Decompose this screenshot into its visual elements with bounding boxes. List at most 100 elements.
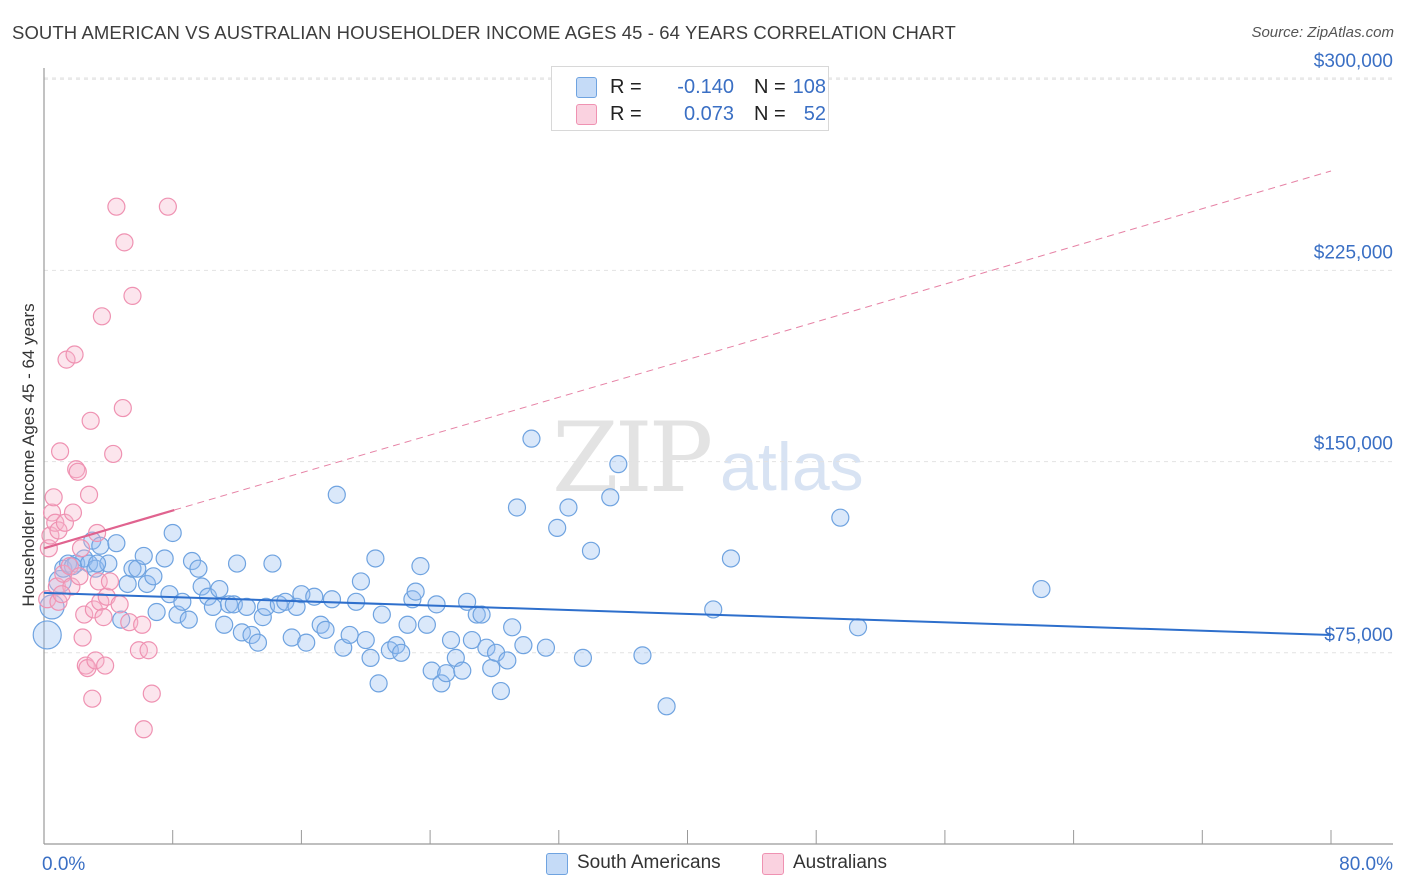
point-australians[interactable] bbox=[71, 539, 91, 558]
point-south-americans[interactable] bbox=[346, 592, 366, 611]
point-south-americans[interactable] bbox=[609, 455, 628, 474]
point-south-americans[interactable] bbox=[462, 630, 482, 650]
point-south-americans[interactable] bbox=[633, 646, 652, 665]
point-south-americans[interactable] bbox=[327, 485, 346, 504]
point-australians[interactable] bbox=[86, 651, 105, 670]
point-south-americans[interactable] bbox=[848, 618, 868, 637]
point-south-americans[interactable] bbox=[411, 557, 430, 576]
point-south-americans[interactable] bbox=[491, 681, 510, 701]
point-australians[interactable] bbox=[158, 197, 177, 216]
point-south-americans[interactable] bbox=[406, 582, 425, 601]
point-south-americans[interactable] bbox=[123, 559, 142, 578]
point-south-americans[interactable] bbox=[498, 651, 517, 670]
point-south-americans[interactable] bbox=[601, 488, 620, 507]
point-south-americans[interactable] bbox=[155, 549, 174, 568]
point-south-americans[interactable] bbox=[237, 597, 256, 617]
point-south-americans[interactable] bbox=[503, 618, 522, 637]
point-australians[interactable] bbox=[79, 485, 99, 504]
point-south-americans[interactable] bbox=[144, 567, 163, 586]
point-australians[interactable] bbox=[63, 503, 83, 522]
point-south-americans[interactable] bbox=[351, 572, 371, 591]
point-australians[interactable] bbox=[110, 595, 129, 614]
point-south-americans[interactable] bbox=[453, 661, 472, 680]
point-south-americans[interactable] bbox=[87, 554, 107, 573]
point-australians[interactable] bbox=[96, 656, 115, 675]
point-south-americans[interactable] bbox=[398, 615, 417, 634]
point-south-americans[interactable] bbox=[657, 697, 676, 716]
point-australians[interactable] bbox=[115, 233, 134, 252]
point-south-americans[interactable] bbox=[227, 554, 247, 573]
point-australians[interactable] bbox=[123, 286, 142, 305]
point-australians[interactable] bbox=[68, 462, 87, 481]
point-south-americans[interactable] bbox=[356, 630, 375, 650]
point-south-americans[interactable] bbox=[322, 590, 342, 609]
point-south-americans[interactable] bbox=[316, 620, 335, 639]
point-australians[interactable] bbox=[75, 605, 94, 624]
point-australians[interactable] bbox=[142, 684, 161, 703]
point-south-americans[interactable] bbox=[282, 628, 301, 647]
point-south-americans[interactable] bbox=[422, 661, 441, 680]
point-south-americans[interactable] bbox=[417, 615, 436, 634]
point-australians[interactable] bbox=[129, 641, 149, 660]
point-south-americans[interactable] bbox=[536, 638, 556, 657]
point-australians[interactable] bbox=[65, 345, 84, 364]
point-australians[interactable] bbox=[50, 442, 70, 461]
point-south-americans[interactable] bbox=[437, 664, 456, 683]
point-south-americans[interactable] bbox=[441, 630, 461, 650]
point-south-americans[interactable] bbox=[1032, 579, 1051, 599]
point-south-americans[interactable] bbox=[340, 625, 359, 645]
point-south-americans[interactable] bbox=[253, 608, 272, 627]
point-south-americans[interactable] bbox=[192, 577, 211, 596]
point-australians[interactable] bbox=[139, 641, 158, 660]
point-south-americans[interactable] bbox=[361, 648, 380, 667]
point-south-americans[interactable] bbox=[573, 648, 593, 667]
point-south-americans[interactable] bbox=[215, 615, 234, 634]
point-south-americans[interactable] bbox=[427, 595, 446, 614]
point-south-americans[interactable] bbox=[507, 498, 527, 517]
point-south-americans[interactable] bbox=[32, 620, 62, 650]
point-south-americans[interactable] bbox=[134, 546, 153, 566]
point-australians[interactable] bbox=[73, 628, 92, 647]
point-south-americans[interactable] bbox=[482, 658, 501, 678]
point-south-americans[interactable] bbox=[548, 518, 567, 537]
point-australians[interactable] bbox=[100, 572, 120, 591]
point-south-americans[interactable] bbox=[107, 534, 126, 553]
point-south-americans[interactable] bbox=[203, 597, 223, 617]
point-south-americans[interactable] bbox=[311, 615, 330, 634]
point-south-americans[interactable] bbox=[366, 549, 385, 568]
point-south-americans[interactable] bbox=[179, 610, 198, 629]
point-south-americans[interactable] bbox=[559, 498, 578, 517]
point-south-americans[interactable] bbox=[163, 523, 182, 543]
point-south-americans[interactable] bbox=[581, 541, 601, 560]
point-australians[interactable] bbox=[42, 503, 62, 522]
point-south-americans[interactable] bbox=[372, 605, 391, 624]
point-south-americans[interactable] bbox=[831, 508, 850, 527]
point-south-americans[interactable] bbox=[392, 643, 411, 662]
point-australians[interactable] bbox=[92, 307, 112, 326]
point-australians[interactable] bbox=[94, 608, 113, 627]
point-south-americans[interactable] bbox=[522, 429, 541, 448]
point-south-americans[interactable] bbox=[219, 595, 239, 614]
point-australians[interactable] bbox=[134, 720, 153, 739]
point-australians[interactable] bbox=[70, 567, 89, 586]
point-south-americans[interactable] bbox=[721, 549, 741, 568]
point-south-americans[interactable] bbox=[147, 602, 166, 622]
point-australians[interactable] bbox=[104, 444, 123, 464]
point-south-americans[interactable] bbox=[189, 559, 208, 578]
point-australians[interactable] bbox=[44, 488, 63, 507]
point-south-americans[interactable] bbox=[173, 592, 192, 611]
point-south-americans[interactable] bbox=[297, 633, 316, 652]
point-australians[interactable] bbox=[113, 398, 132, 418]
point-south-americans[interactable] bbox=[118, 574, 137, 594]
point-south-americans[interactable] bbox=[210, 579, 229, 599]
point-south-americans[interactable] bbox=[477, 638, 496, 657]
point-south-americans[interactable] bbox=[432, 674, 451, 693]
point-south-americans[interactable] bbox=[263, 554, 282, 573]
point-australians[interactable] bbox=[38, 590, 57, 609]
point-australians[interactable] bbox=[83, 689, 102, 708]
point-south-americans[interactable] bbox=[369, 674, 388, 693]
point-south-americans[interactable] bbox=[514, 636, 533, 655]
point-south-americans[interactable] bbox=[248, 633, 268, 652]
point-australians[interactable] bbox=[107, 197, 126, 216]
point-australians[interactable] bbox=[81, 411, 100, 430]
